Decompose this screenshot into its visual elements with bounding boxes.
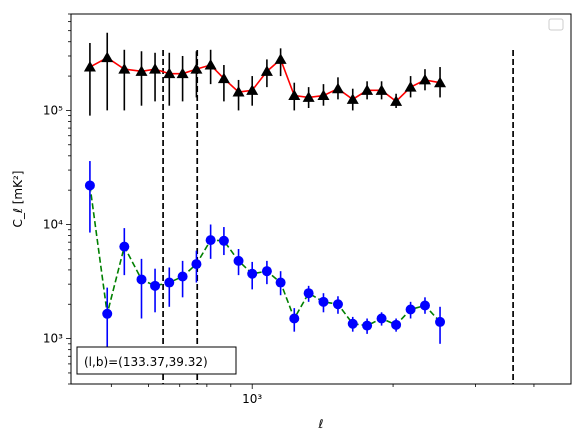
series-1-point-0	[84, 180, 95, 191]
annotation-text: (l,b)=(133.37,39.32)	[84, 355, 208, 369]
series-1-point-7	[191, 259, 202, 270]
series-1-point-4	[150, 280, 161, 291]
series-0-point-15	[302, 91, 315, 102]
series-0-point-17	[331, 82, 344, 94]
series-1-point-17	[332, 299, 343, 310]
series-0-point-22	[404, 81, 417, 92]
series-1-point-12	[261, 266, 272, 277]
series-0-point-11	[246, 84, 259, 95]
series-1-point-11	[247, 268, 258, 279]
series-0-point-2	[118, 63, 131, 74]
series-1-point-22	[405, 304, 416, 315]
series-0-point-0	[83, 61, 96, 72]
series-1-point-21	[391, 319, 402, 330]
series-1-point-1	[102, 308, 113, 319]
series-0-point-9	[217, 72, 230, 84]
series-0-point-6	[176, 67, 189, 79]
annotation-box: (l,b)=(133.37,39.32)	[76, 346, 237, 375]
series-1-point-18	[347, 318, 358, 329]
series-0-point-4	[149, 63, 162, 74]
plot-content	[83, 32, 514, 384]
series-1-point-20	[376, 313, 387, 324]
axes-frame	[70, 13, 572, 385]
series-0-point-23	[418, 73, 431, 85]
series-0-point-24	[434, 76, 447, 88]
y-tick-label-2: 10⁵	[43, 103, 63, 117]
series-1-point-3	[136, 274, 147, 285]
series-1-point-8	[205, 235, 216, 246]
annotation-frame	[76, 346, 237, 375]
series-1-point-19	[362, 320, 373, 331]
series-1-point-2	[119, 241, 130, 252]
series-0-point-13	[274, 53, 287, 64]
series-1-point-10	[233, 255, 244, 266]
legend-frame	[548, 18, 564, 31]
series-1-point-16	[318, 296, 329, 307]
series-1-point-5	[164, 277, 175, 288]
series-0-point-20	[375, 84, 388, 95]
series-1-point-15	[303, 288, 314, 299]
y-axis-label: C_ℓ [mK²]	[11, 171, 25, 228]
series-0-point-1	[101, 51, 114, 63]
series-0-point-8	[204, 59, 217, 70]
series-1-point-13	[275, 277, 286, 288]
legend	[548, 18, 564, 31]
axis-ticks: 10³ 10⁴ 10⁵ 10³	[43, 13, 535, 406]
series-0-point-14	[288, 89, 301, 101]
plot-area	[83, 32, 514, 384]
series-1-point-14	[289, 313, 300, 324]
series-0-point-10	[232, 86, 245, 97]
series-0-point-5	[163, 67, 176, 79]
y-tick-label-1: 10⁴	[43, 218, 63, 232]
y-tick-label-0: 10³	[43, 332, 63, 346]
series-0-point-7	[190, 63, 203, 74]
series-0-point-19	[361, 84, 374, 95]
series-0-point-21	[390, 95, 403, 106]
series-0-point-12	[260, 65, 273, 76]
x-axis-label: ℓ	[318, 417, 324, 431]
series-1-point-6	[177, 271, 188, 282]
series-0-point-18	[346, 93, 359, 104]
series-1-point-24	[435, 316, 446, 327]
series-0-point-3	[135, 65, 148, 76]
series-0-point-16	[317, 89, 330, 101]
x-tick-label-0: 10³	[242, 392, 262, 406]
series-1-point-9	[218, 235, 229, 246]
series-1-point-23	[419, 300, 430, 311]
